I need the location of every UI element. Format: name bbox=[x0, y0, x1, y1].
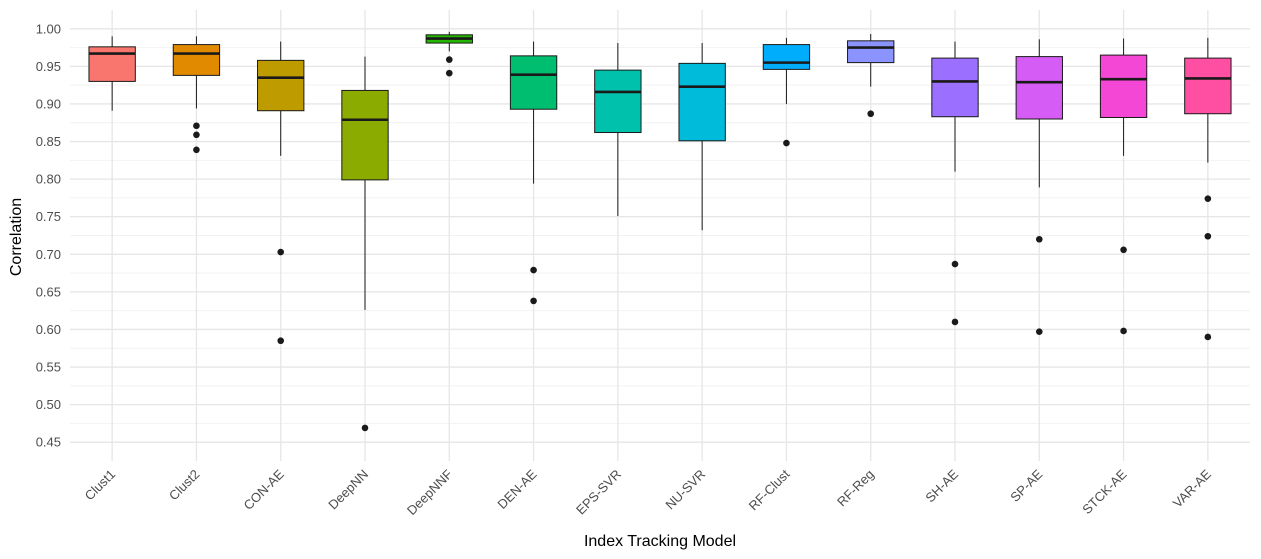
outlier-point bbox=[867, 110, 875, 118]
y-tick-label: 1.00 bbox=[36, 21, 61, 36]
x-tick-label: STCK-AE bbox=[1079, 466, 1130, 517]
box-clust2 bbox=[172, 36, 221, 154]
box-iqr bbox=[847, 40, 895, 64]
box-series bbox=[88, 31, 1232, 432]
box-deepnnf bbox=[425, 31, 473, 77]
y-tick-label: 0.80 bbox=[36, 172, 61, 187]
y-tick-label: 0.95 bbox=[36, 59, 61, 74]
outlier-point bbox=[193, 122, 200, 130]
box-iqr bbox=[172, 44, 221, 76]
x-tick-label: Clust1 bbox=[82, 467, 119, 504]
y-tick-label: 0.65 bbox=[36, 284, 61, 299]
y-tick-label: 0.60 bbox=[36, 322, 61, 337]
box-iqr bbox=[1099, 54, 1148, 118]
outlier-point bbox=[1204, 195, 1212, 202]
outlier-point bbox=[361, 424, 369, 432]
box-deepnn bbox=[341, 56, 389, 432]
box-con-ae bbox=[257, 41, 305, 345]
box-stck-ae bbox=[1099, 38, 1148, 335]
y-tick-label: 0.75 bbox=[36, 209, 61, 224]
box-iqr bbox=[341, 89, 389, 181]
x-tick-label: SH-AE bbox=[922, 466, 961, 505]
x-tick-label: RF-Clust bbox=[746, 466, 793, 513]
outlier-point bbox=[445, 56, 453, 63]
box-iqr bbox=[594, 69, 642, 134]
y-axis-tick-labels: 0.45 0.50 0.55 0.60 0.65 0.70 0.75 0.80 0.85 0.90… bbox=[36, 21, 61, 449]
x-tick-label: SP-AE bbox=[1007, 466, 1045, 504]
box-iqr bbox=[931, 57, 979, 118]
box-var-ae bbox=[1184, 37, 1232, 341]
outlier-point bbox=[1035, 328, 1043, 336]
x-tick-label: CON-AE bbox=[240, 466, 287, 513]
x-axis-tick-labels: Clust1 Clust2 CON-AE DeepNN DeepNNF DEN-AE EPS… bbox=[82, 466, 1215, 518]
box-iqr bbox=[678, 62, 726, 142]
y-tick-label: 0.50 bbox=[36, 397, 61, 412]
outlier-point bbox=[277, 337, 285, 345]
box-clust1 bbox=[88, 36, 136, 111]
x-tick-label: DeepNNF bbox=[404, 466, 456, 518]
y-tick-label: 0.55 bbox=[36, 360, 61, 375]
box-iqr bbox=[88, 46, 136, 82]
outlier-point bbox=[1204, 232, 1212, 240]
outlier-point bbox=[193, 146, 200, 154]
box-sp-ae bbox=[1015, 39, 1063, 336]
x-tick-label: RF-Reg bbox=[834, 467, 877, 510]
box-iqr bbox=[257, 59, 305, 112]
box-iqr bbox=[1184, 57, 1232, 115]
x-axis-title: Index Tracking Model bbox=[584, 533, 736, 550]
x-tick-label: EPS-SVR bbox=[573, 467, 624, 518]
outlier-point bbox=[277, 248, 285, 256]
box-iqr bbox=[762, 44, 811, 70]
outlier-point bbox=[445, 69, 453, 77]
y-tick-label: 0.45 bbox=[36, 435, 61, 450]
y-axis-title: Correlation bbox=[8, 198, 25, 276]
box-sh-ae bbox=[931, 41, 979, 326]
box-eps-svr bbox=[594, 43, 642, 216]
box-rf-clust bbox=[762, 37, 811, 147]
y-tick-label: 0.85 bbox=[36, 134, 61, 149]
outlier-point bbox=[783, 139, 790, 147]
box-rf-reg bbox=[847, 34, 895, 118]
outlier-point bbox=[951, 318, 959, 326]
box-iqr bbox=[509, 55, 558, 110]
box-iqr bbox=[1015, 56, 1063, 120]
box-nu-svr bbox=[678, 43, 726, 231]
y-tick-label: 0.70 bbox=[36, 247, 61, 262]
x-tick-label: NU-SVR bbox=[662, 467, 708, 513]
x-tick-label: VAR-AE bbox=[1170, 466, 1214, 510]
outlier-point bbox=[530, 297, 537, 305]
box-den-ae bbox=[509, 41, 558, 305]
outlier-point bbox=[1120, 246, 1127, 254]
outlier-point bbox=[530, 266, 537, 274]
x-tick-label: DEN-AE bbox=[494, 466, 540, 512]
y-tick-label: 0.90 bbox=[36, 96, 61, 111]
outlier-point bbox=[1035, 235, 1043, 243]
outlier-point bbox=[193, 131, 200, 139]
outlier-point bbox=[1120, 327, 1127, 335]
outlier-point bbox=[951, 260, 959, 268]
x-tick-label: Clust2 bbox=[166, 467, 203, 504]
outlier-point bbox=[1204, 333, 1212, 341]
x-tick-label: DeepNN bbox=[325, 467, 371, 513]
